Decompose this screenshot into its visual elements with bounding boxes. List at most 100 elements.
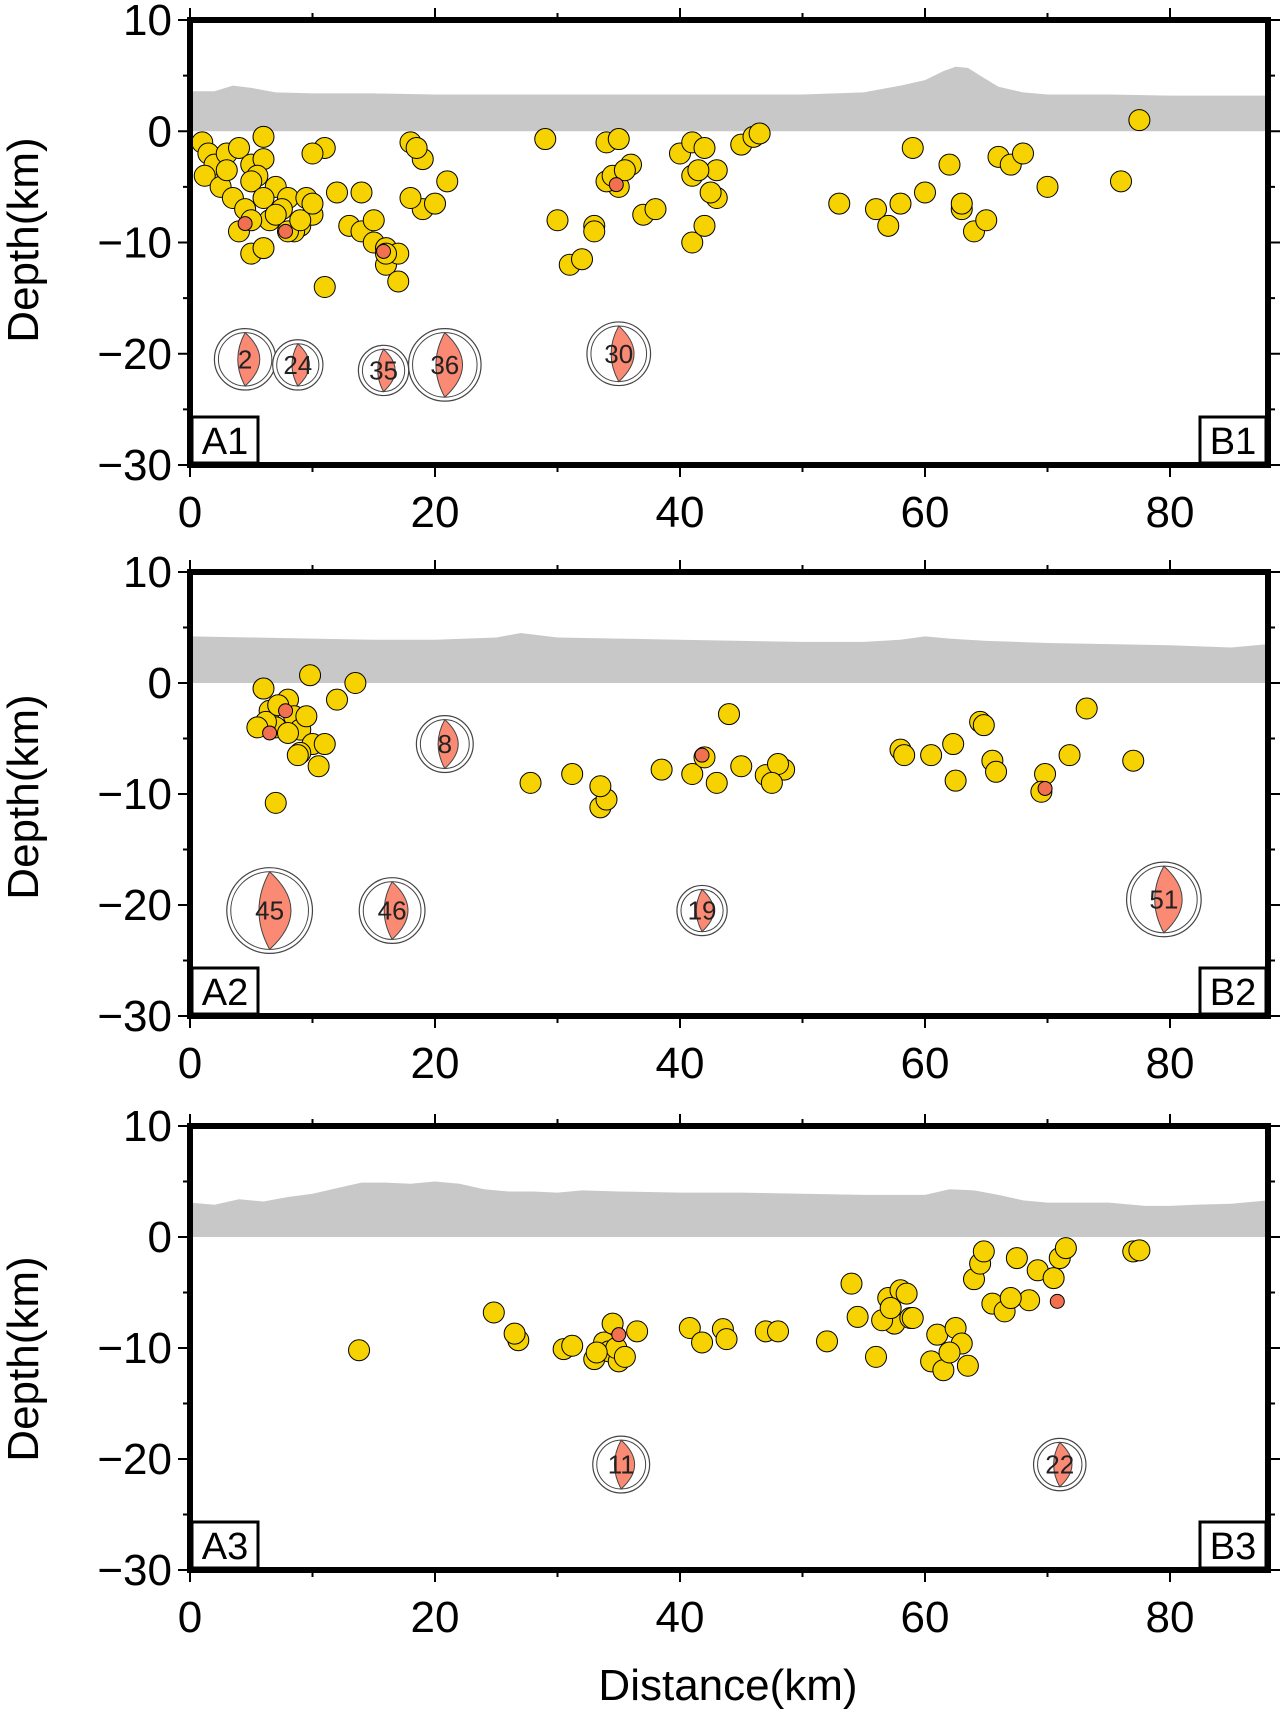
event-point (301, 192, 324, 215)
event-point (399, 187, 422, 209)
profile-start-label: A1 (202, 421, 248, 463)
event-point (914, 181, 936, 204)
focal-mechanism-35: 35 (357, 344, 410, 397)
event-point (252, 125, 275, 148)
event-point (691, 1331, 714, 1354)
event-point (405, 136, 428, 159)
profile-end-box (1198, 966, 1268, 1016)
event-point (901, 1307, 924, 1330)
profile-end-label: B3 (1210, 1526, 1256, 1568)
focal-mechanism-11: 11 (592, 1435, 651, 1494)
event-point (344, 672, 367, 694)
large-event-point (611, 1327, 627, 1343)
event-point (895, 1282, 918, 1305)
event-point (252, 677, 275, 700)
focal-mechanism-label: 11 (608, 1450, 635, 1480)
event-point (307, 755, 330, 778)
focal-mechanism-36: 36 (407, 328, 482, 402)
event-point (613, 159, 636, 182)
topography-band (190, 66, 1268, 132)
x-tick-label: 60 (901, 1593, 950, 1642)
event-point (546, 209, 569, 232)
focal-mechanism-46: 46 (358, 877, 426, 945)
event-point (767, 753, 789, 776)
event-point (326, 181, 348, 204)
x-tick-label: 0 (178, 1593, 202, 1642)
event-point (571, 248, 593, 271)
y-tick-label: −10 (97, 770, 172, 819)
event-point (561, 763, 584, 786)
event-point (252, 187, 275, 209)
focal-mechanism-label: 51 (1149, 884, 1178, 914)
x-tick-label: 0 (178, 488, 202, 537)
event-point (760, 771, 783, 794)
event-point (589, 775, 612, 798)
event-point (326, 688, 348, 711)
y-tick-label: −30 (97, 992, 172, 1041)
y-tick-label: 10 (123, 1102, 172, 1151)
event-point (938, 1341, 961, 1364)
beachball-compression-quadrant (695, 888, 715, 933)
event-point (350, 181, 373, 204)
y-tick-label: 10 (123, 548, 172, 597)
event-point (1110, 170, 1132, 193)
x-tick-label: 20 (411, 1039, 460, 1088)
large-event-point (694, 747, 710, 763)
event-point (1005, 1247, 1028, 1270)
event-point (650, 758, 673, 781)
event-point (583, 220, 606, 243)
plot-frame (187, 569, 1271, 1019)
x-tick-label: 20 (411, 488, 460, 537)
event-point (482, 1301, 505, 1324)
event-point (252, 237, 275, 260)
focal-mechanism-22: 22 (1032, 1437, 1087, 1492)
beachball-compression-quadrant (437, 718, 459, 770)
x-axis-label: Distance(km) (598, 1661, 857, 1710)
event-point (264, 203, 287, 226)
large-event-point (262, 725, 278, 741)
y-tick-label: −10 (97, 1324, 172, 1373)
large-event-point (376, 243, 392, 259)
large-event-point (608, 177, 624, 193)
large-event-point (278, 223, 294, 239)
event-point (681, 231, 704, 254)
event-point (877, 214, 900, 237)
event-point (950, 192, 973, 215)
y-tick-label: −10 (97, 219, 172, 268)
event-point (748, 122, 771, 145)
event-point (678, 1317, 701, 1340)
event-point (436, 170, 459, 193)
x-tick-label: 20 (411, 1593, 460, 1642)
event-point (972, 1240, 995, 1263)
focal-mechanism-label: 30 (604, 339, 633, 369)
event-point (215, 159, 238, 182)
focal-mechanism-label: 45 (255, 896, 284, 926)
focal-mechanism-45: 45 (226, 867, 314, 955)
event-point (534, 128, 557, 151)
beachball-compression-quadrant (237, 331, 261, 387)
event-point (699, 181, 722, 204)
y-tick-label: −20 (97, 330, 172, 379)
event-point (362, 209, 385, 232)
topography-band (190, 633, 1268, 683)
event-point (926, 1323, 949, 1346)
event-point (286, 744, 309, 767)
x-tick-label: 80 (1146, 488, 1195, 537)
y-tick-label: −20 (97, 881, 172, 930)
beachball-compression-quadrant (383, 880, 409, 941)
event-point (705, 159, 728, 182)
focal-mechanism-30: 30 (586, 321, 652, 387)
event-point (626, 1320, 649, 1343)
event-point (313, 733, 336, 756)
profile-start-label: A3 (202, 1526, 248, 1568)
profile-end-box (1198, 1520, 1268, 1570)
beachball-compression-quadrant (613, 1439, 635, 1490)
event-point (613, 1345, 636, 1368)
event-point (503, 1322, 526, 1345)
focal-mechanism-label: 19 (688, 896, 717, 926)
event-point (718, 703, 740, 726)
focal-mechanism-label: 2 (238, 344, 252, 374)
event-point (730, 755, 753, 778)
focal-mechanism-label: 46 (378, 896, 407, 926)
